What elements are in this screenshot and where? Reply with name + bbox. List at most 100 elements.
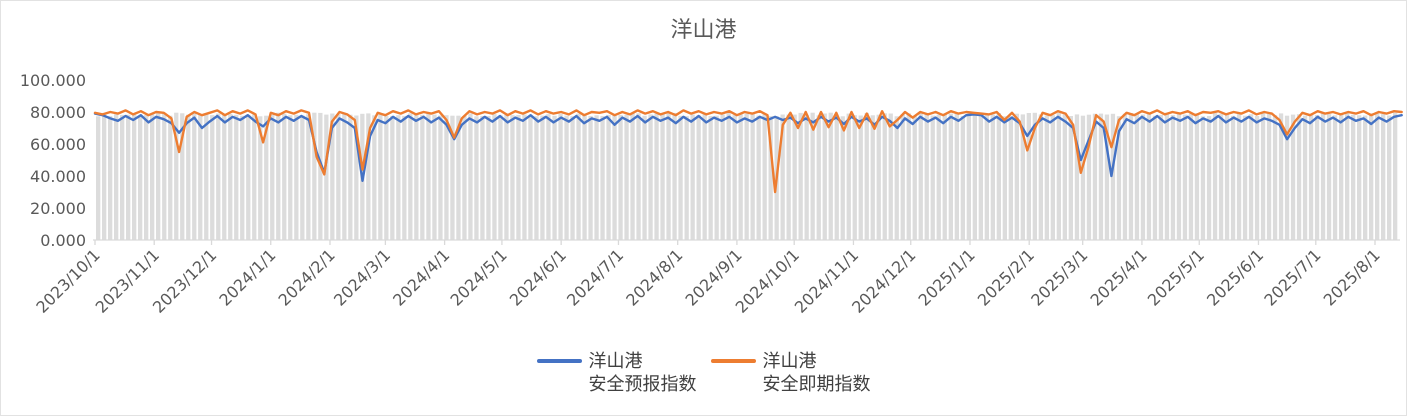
background-bar	[120, 114, 125, 240]
background-bar	[954, 113, 959, 240]
background-bar	[1152, 115, 1158, 240]
background-bar	[732, 115, 737, 240]
background-bar	[180, 113, 185, 240]
background-bar	[1278, 113, 1284, 240]
background-bar	[828, 112, 833, 240]
background-bar	[1230, 115, 1236, 240]
background-bar	[1320, 113, 1326, 240]
background-bar	[978, 112, 983, 240]
legend-marker-spot-line	[710, 359, 756, 363]
background-bar	[402, 115, 407, 240]
background-bar	[1074, 114, 1080, 240]
x-tick-label: 2025/3/1	[1027, 245, 1091, 309]
background-bar	[918, 113, 923, 240]
background-bar	[714, 115, 719, 240]
background-bar	[846, 113, 851, 240]
background-bar	[102, 112, 107, 240]
background-bar	[216, 113, 221, 240]
background-bar	[1110, 113, 1116, 240]
background-bar	[480, 116, 485, 240]
background-bar	[678, 115, 683, 240]
background-bar	[1086, 114, 1092, 240]
background-bar	[306, 114, 311, 240]
background-bar	[1008, 116, 1013, 240]
background-bar	[1158, 114, 1164, 240]
background-bar	[492, 114, 497, 240]
background-bar	[156, 112, 161, 240]
background-bar	[426, 113, 431, 240]
background-bar	[912, 115, 917, 240]
background-bar	[900, 114, 905, 240]
y-tick-label: 20.000	[30, 199, 86, 218]
background-bar	[1254, 116, 1260, 240]
background-bar	[552, 115, 557, 240]
background-bar	[1206, 116, 1212, 240]
background-bar	[738, 114, 743, 240]
background-bar	[342, 112, 347, 240]
background-bar	[324, 114, 329, 240]
background-bar	[1068, 116, 1073, 240]
background-bar	[948, 113, 953, 240]
background-bar	[834, 115, 839, 240]
background-bar	[1236, 114, 1242, 240]
legend-item-spot[interactable]: 洋山港 安全即期指数	[710, 350, 871, 396]
background-bar	[282, 113, 287, 240]
background-bar	[228, 113, 233, 240]
background-bar	[1369, 113, 1374, 240]
background-bar	[1062, 114, 1067, 240]
background-bar	[1393, 112, 1398, 240]
chart-title: 洋山港	[670, 18, 737, 43]
background-bar	[414, 114, 419, 240]
background-bar	[570, 116, 575, 240]
background-bar	[1116, 116, 1122, 240]
background-bar	[1345, 112, 1350, 240]
background-bar	[996, 113, 1001, 240]
background-bar	[630, 112, 635, 240]
background-bar	[864, 112, 869, 240]
background-bar	[930, 115, 935, 240]
x-tick-label: 2024/2/1	[275, 245, 339, 309]
background-bar	[522, 114, 527, 240]
background-bar	[294, 114, 299, 240]
background-bar	[870, 115, 875, 240]
background-bar	[138, 115, 143, 240]
background-bar	[1248, 114, 1254, 240]
background-bar	[348, 114, 353, 240]
x-tick-label: 2024/7/1	[563, 245, 627, 309]
background-bar	[1038, 114, 1043, 240]
background-bar	[198, 114, 203, 240]
x-tick-label: 2025/8/1	[1320, 245, 1384, 309]
background-bar	[210, 115, 215, 240]
background-bar	[240, 115, 245, 240]
background-bar	[744, 113, 749, 240]
background-bar	[1302, 115, 1308, 240]
background-bar	[108, 116, 113, 240]
background-bar	[378, 114, 383, 240]
background-bar	[438, 115, 443, 240]
background-bar	[234, 114, 239, 240]
y-tick-label: 40.000	[30, 167, 86, 186]
background-bar	[924, 113, 929, 240]
background-bar	[882, 113, 887, 240]
background-bar	[660, 113, 665, 240]
background-bar	[450, 115, 455, 240]
background-bar	[384, 115, 389, 240]
background-bar	[1212, 113, 1218, 240]
x-tick-label: 2025/2/1	[974, 245, 1038, 309]
background-bar	[1128, 113, 1134, 240]
background-bar	[1363, 115, 1368, 240]
background-bar	[114, 114, 119, 240]
background-bar	[336, 114, 341, 240]
background-bar	[936, 114, 941, 240]
background-bar	[564, 115, 569, 240]
background-bar	[1020, 114, 1025, 240]
background-bar	[396, 115, 401, 240]
background-bar	[312, 112, 317, 240]
legend-item-forecast[interactable]: 洋山港 安全预报指数	[536, 350, 697, 396]
background-bar	[1381, 114, 1386, 240]
x-tick-label: 2025/6/1	[1203, 245, 1267, 309]
background-bar	[558, 113, 563, 240]
background-bar	[702, 112, 707, 240]
background-bar	[1351, 114, 1356, 240]
background-bar	[726, 113, 731, 240]
